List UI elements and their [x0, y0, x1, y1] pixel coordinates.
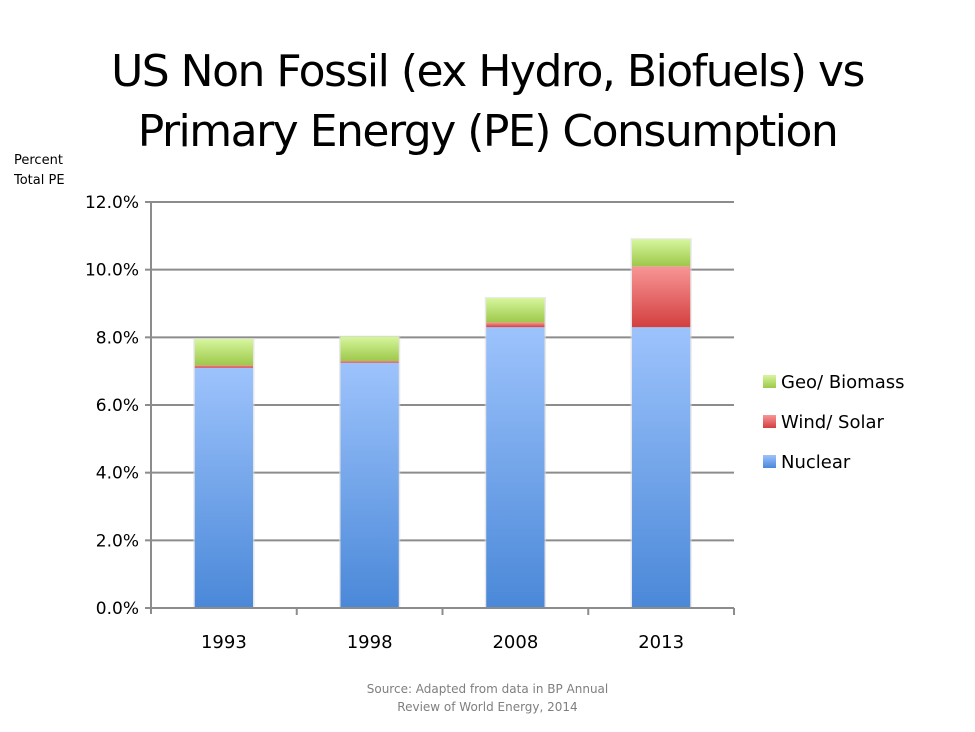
y-tick-label: 12.0% — [85, 193, 139, 213]
y-tick-label: 8.0% — [96, 328, 139, 348]
bar-wind-solar-1998 — [340, 361, 399, 363]
x-tick-label: 1998 — [347, 632, 393, 653]
legend-item-wind-solar: Wind/ Solar — [763, 412, 884, 433]
source-note-line-2: Review of World Energy, 2014 — [397, 700, 578, 714]
legend-label: Geo/ Biomass — [781, 372, 905, 393]
bar-geo-biomass-2008 — [486, 298, 545, 323]
bar-geo-biomass-1993 — [194, 339, 254, 366]
bar-stack-1993 — [193, 338, 255, 608]
legend-label: Nuclear — [781, 452, 851, 473]
bar-wind-solar-2008 — [486, 322, 545, 328]
legend-label: Wind/ Solar — [781, 412, 884, 433]
bar-nuclear-2008 — [486, 327, 545, 608]
y-tick-label: 4.0% — [96, 464, 139, 484]
y-tick-label: 0.0% — [96, 599, 139, 619]
legend-swatch-nuclear — [763, 455, 776, 468]
bar-stack-2013 — [630, 238, 692, 608]
y-tick-label: 2.0% — [96, 531, 139, 551]
bar-stack-2008 — [484, 297, 547, 608]
bar-wind-solar-1993 — [194, 365, 254, 368]
bar-nuclear-1993 — [194, 367, 254, 608]
y-tick-label: 10.0% — [85, 261, 139, 281]
x-tick-label: 2008 — [492, 632, 538, 653]
bar-stack-1998 — [338, 335, 401, 608]
source-note-line-1: Source: Adapted from data in BP Annual — [366, 682, 609, 696]
y-axis-label-line-1: Percent — [14, 153, 63, 168]
chart-title-line-2: Primary Energy (PE) Consumption — [137, 106, 839, 157]
bar-wind-solar-2013 — [631, 266, 691, 328]
x-tick-label: 1993 — [201, 632, 247, 653]
legend-item-geo-biomass: Geo/ Biomass — [763, 372, 905, 393]
legend: Geo/ Biomass Wind/ Solar Nuclear — [763, 372, 905, 473]
bars — [193, 238, 692, 608]
y-tick-label: 6.0% — [96, 396, 139, 416]
x-tick-label: 2013 — [638, 632, 684, 653]
bar-nuclear-2013 — [631, 327, 691, 608]
chart-title-line-1: US Non Fossil (ex Hydro, Biofuels) vs — [111, 46, 865, 97]
y-axis-label-line-2: Total PE — [14, 173, 65, 188]
bar-geo-biomass-1998 — [340, 336, 399, 362]
legend-item-nuclear: Nuclear — [763, 452, 851, 473]
legend-swatch-wind-solar — [763, 415, 776, 428]
bar-nuclear-1998 — [340, 362, 399, 608]
bar-geo-biomass-2013 — [631, 239, 691, 267]
legend-swatch-geo-biomass — [763, 375, 776, 388]
axes: 0.0% 2.0% 4.0% 6.0% 8.0% 10.0% 12.0% 1993 1998 20… — [85, 193, 735, 653]
